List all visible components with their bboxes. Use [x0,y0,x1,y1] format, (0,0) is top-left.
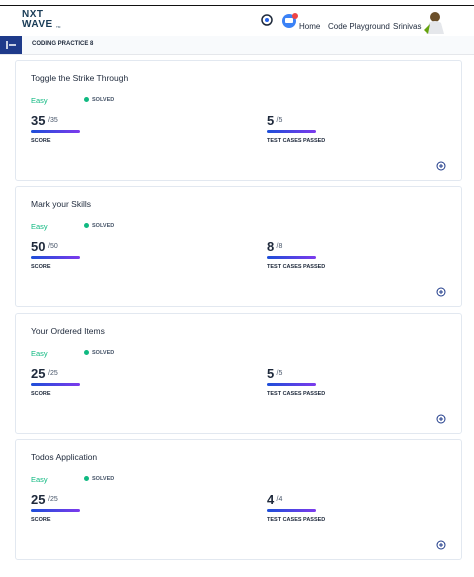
nav-link[interactable]: Code Playground [328,22,390,31]
user-name[interactable]: Srinivas [393,22,422,31]
logo-suffix: TM [56,25,61,29]
score-value: 50 [31,239,46,255]
difficulty: Easy [31,475,48,485]
card-title: Todos Application [31,452,98,463]
tests-bar [267,382,316,386]
expand-icon[interactable] [436,158,446,171]
score-value: 25 [31,365,46,381]
score-label: SCORE [31,264,51,271]
card-title: Toggle the Strike Through [31,73,129,83]
score-bar [31,382,80,386]
score-total: /50 [48,243,58,251]
expand-icon[interactable] [436,284,446,297]
logo-bottom[interactable]: WAVE [22,19,53,30]
expand-icon[interactable] [436,411,446,424]
timer-icon[interactable] [261,14,273,26]
difficulty: Easy [31,222,48,232]
tests-bar [267,256,316,260]
avatar[interactable] [424,10,446,34]
score-value: 25 [31,492,46,508]
problem-card[interactable]: Todos Application Easy SOLVED 25/25 SCORE 4/4… [15,439,462,561]
tests-label: TEST CASES PASSED [267,264,326,271]
tests-value: 8 [267,239,275,255]
card-title: Your Ordered Items [31,325,105,336]
problem-card[interactable]: Your Ordered Items Easy SOLVED 25/25 SCORE 5/… [15,312,462,434]
score-total: /25 [48,369,58,377]
difficulty: Easy [31,348,48,358]
status: SOLVED [92,476,115,483]
header: NXT WAVE TM Home Code Playground Sriniva… [0,6,474,37]
sidebar-toggle[interactable] [0,36,22,54]
score-bar [31,509,80,513]
tests-total: /5 [276,369,283,377]
tests-label: TEST CASES PASSED [267,517,326,524]
score-total: /25 [48,496,58,504]
status: SOLVED [92,349,115,356]
score-value: 35 [31,113,46,128]
status-dot [84,476,89,482]
logo-top[interactable]: NXT [22,9,44,20]
icons [261,13,298,28]
difficulty: Easy [31,96,48,105]
score-bar [31,256,80,260]
tests-total: /5 [276,117,283,124]
status: SOLVED [92,223,115,230]
status-dot [84,97,89,102]
top-border [0,5,474,6]
score-total: /35 [48,117,58,124]
score-label: SCORE [31,517,51,524]
score-bar [31,130,80,133]
tests-bar [267,509,316,513]
nav-link[interactable]: Home [299,22,321,31]
score-label: SCORE [31,390,51,397]
page-title: CODING PRACTICE 8 [32,41,94,47]
sub-header: CODING PRACTICE 8 [0,36,474,55]
tests-value: 5 [267,113,275,128]
expand-icon[interactable] [436,537,446,550]
tests-bar [267,130,316,133]
status-dot [84,223,89,229]
tests-label: TEST CASES PASSED [267,138,326,144]
problem-card[interactable]: Mark your Skills Easy SOLVED 50/50 SCORE 8/8 T… [15,186,462,308]
tests-total: /8 [276,243,283,251]
score-label: SCORE [31,138,51,144]
status-dot [84,349,89,355]
problem-card[interactable]: Toggle the Strike Through Easy SOLVED 35/35… [15,60,462,181]
tests-total: /4 [276,496,283,504]
tests-value: 4 [267,492,275,508]
tests-label: TEST CASES PASSED [267,390,326,397]
status: SOLVED [92,97,115,103]
tests-value: 5 [267,365,275,381]
card-title: Mark your Skills [31,199,91,210]
